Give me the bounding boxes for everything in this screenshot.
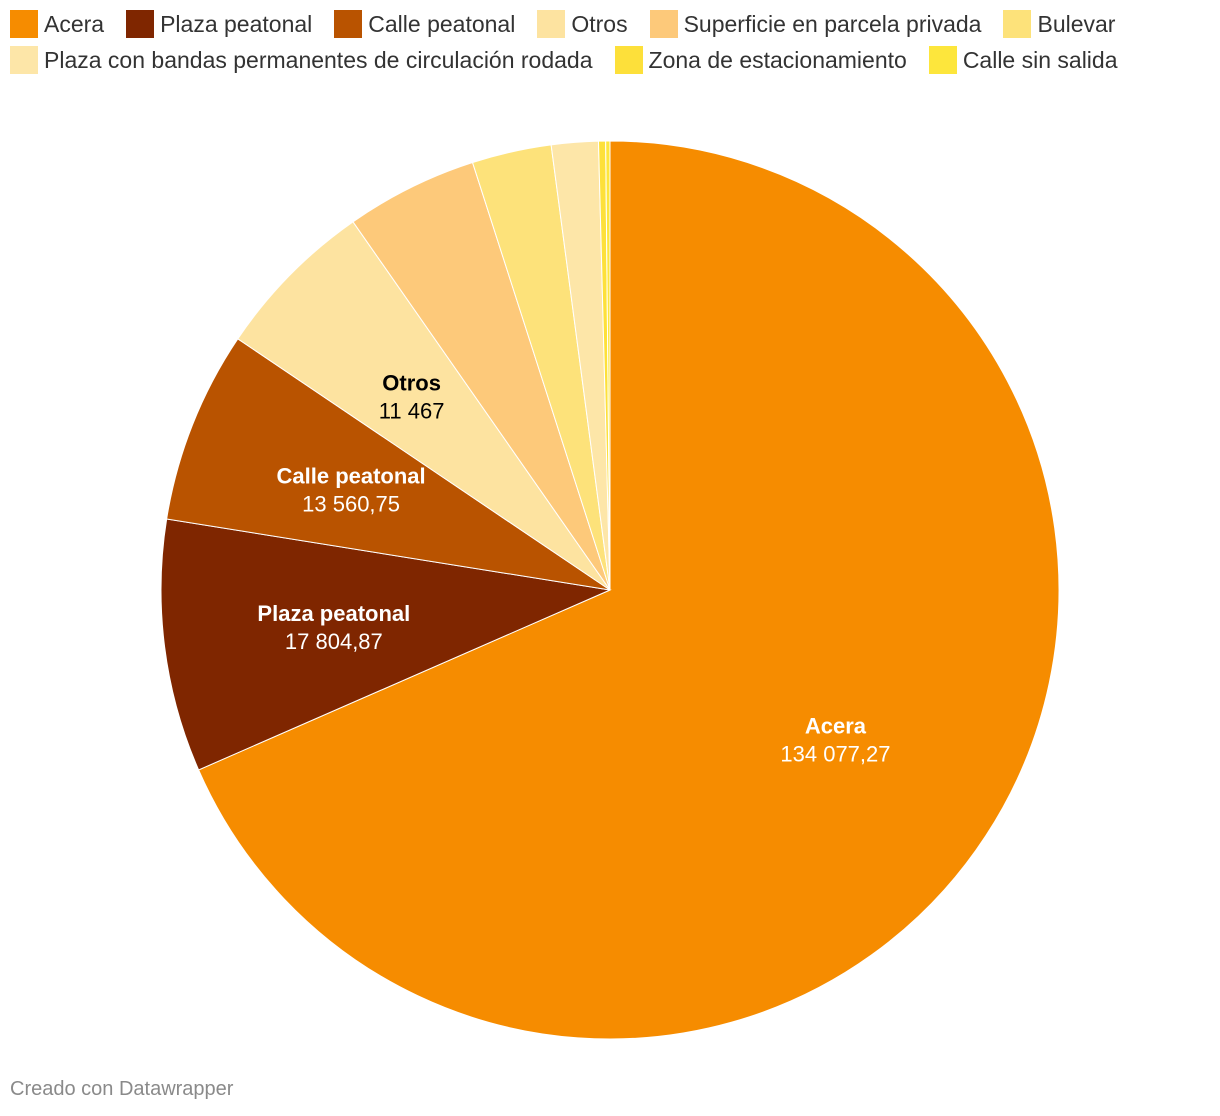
legend-item-superficie-parcela-privada: Superficie en parcela privada <box>649 10 982 38</box>
pie-slice-acera[interactable] <box>197 140 1060 1040</box>
legend-item-plaza-peatonal: Plaza peatonal <box>126 10 312 38</box>
slice-label-otros: Otros <box>382 371 441 396</box>
slice-label-plaza-peatonal: Plaza peatonal <box>257 601 410 626</box>
legend-swatch-plaza-peatonal <box>126 10 155 38</box>
legend-item-otros: Otros <box>537 10 628 38</box>
legend-label-plaza-bandas-rodada: Plaza con bandas permanentes de circulac… <box>44 46 593 73</box>
pie-labels: Acera 134 077,27 Plaza peatonal 17 804,87 Ca… <box>257 371 890 767</box>
legend-swatch-calle-peatonal <box>334 10 363 38</box>
legend-item-acera: Acera <box>10 10 104 38</box>
pie-slice-otros[interactable] <box>237 221 611 591</box>
legend-label-calle-sin-salida: Calle sin salida <box>962 46 1118 73</box>
legend-label-acera: Acera <box>44 10 105 37</box>
legend-label-superficie-parcela-privada: Superficie en parcela privada <box>683 10 982 37</box>
legend-item-plaza-bandas-rodada: Plaza con bandas permanentes de circulac… <box>10 46 593 74</box>
slice-value-otros: 11 467 <box>379 399 445 424</box>
legend-item-bulevar: Bulevar <box>1003 10 1115 38</box>
legend-label-calle-peatonal: Calle peatonal <box>368 10 516 37</box>
legend-swatch-otros <box>537 10 566 38</box>
slice-value-acera: 134 077,27 <box>780 741 890 766</box>
slice-value-plaza-peatonal: 17 804,87 <box>285 629 383 654</box>
legend-label-zona-estacionamiento: Zona de estacionamiento <box>648 46 907 73</box>
slice-label-calle-peatonal: Calle peatonal <box>277 464 426 489</box>
legend-item-calle-peatonal: Calle peatonal <box>334 10 515 38</box>
pie-slice-plaza-peatonal[interactable] <box>160 518 612 771</box>
pie-slice-calle-sin-salida[interactable] <box>605 140 611 591</box>
legend-label-otros: Otros <box>571 10 628 37</box>
pie-slice-calle-peatonal[interactable] <box>166 338 611 591</box>
legend-swatch-plaza-bandas-rodada <box>10 46 38 74</box>
slice-label-acera: Acera <box>805 713 867 738</box>
slice-value-calle-peatonal: 13 560,75 <box>302 492 400 517</box>
legend-swatch-calle-sin-salida <box>928 46 957 74</box>
legend-swatch-superficie-parcela-privada <box>649 10 678 38</box>
datawrapper-credit[interactable]: Creado con Datawrapper <box>10 1078 234 1100</box>
legend-label-bulevar: Bulevar <box>1037 10 1116 37</box>
legend-swatch-acera <box>10 10 38 38</box>
legend-swatch-zona-estacionamiento <box>614 46 643 74</box>
legend-item-zona-estacionamiento: Zona de estacionamiento <box>614 46 907 74</box>
legend-item-calle-sin-salida: Calle sin salida <box>928 46 1118 74</box>
chart-legend: Acera Plaza peatonal Calle peatonal Otros Su… <box>10 10 1210 74</box>
legend-swatch-bulevar <box>1003 10 1032 38</box>
pie-slices <box>160 140 1060 1040</box>
legend-label-plaza-peatonal: Plaza peatonal <box>160 10 313 37</box>
